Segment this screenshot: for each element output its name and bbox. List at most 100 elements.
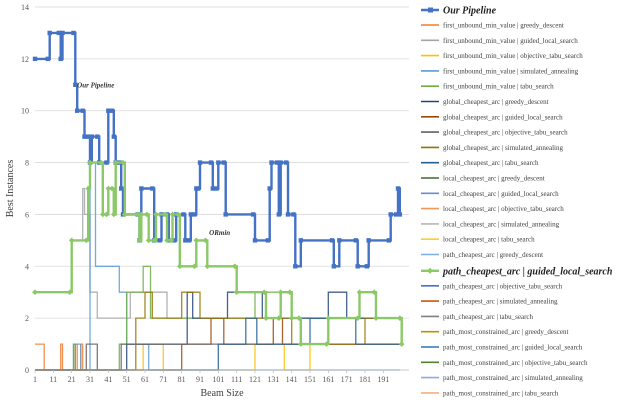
data-point: [267, 186, 272, 191]
data-point: [169, 211, 176, 218]
x-axis-title: Beam Size: [200, 388, 244, 399]
data-point: [195, 186, 201, 191]
data-point: [85, 185, 91, 192]
y-tick-label: 0: [25, 366, 29, 375]
data-point: [298, 238, 304, 243]
x-tick-label: 121: [249, 375, 261, 384]
data-point: [153, 211, 159, 218]
data-point: [398, 341, 405, 347]
annotation-label: ORmin: [209, 229, 230, 237]
legend-entry: global_cheapest_arc | simulated_annealin…: [421, 144, 563, 152]
legend-entry: global_cheapest_arc | guided_local_searc…: [421, 113, 563, 121]
y-tick-label: 4: [25, 262, 29, 271]
data-point: [397, 315, 403, 321]
legend-entry: first_unbound_min_value | tabu_search: [421, 83, 554, 91]
data-point: [112, 159, 119, 166]
data-point: [353, 238, 359, 243]
legend-entry: path_cheapest_arc | guided_local_search: [421, 266, 613, 277]
legend-marker: [428, 7, 433, 13]
highlight-series-layer: [32, 30, 405, 347]
legend-entry: path_cheapest_arc | tabu_search: [421, 313, 534, 321]
data-point: [252, 238, 258, 243]
legend: Our Pipeline first_unbound_min_value | gr…: [421, 6, 613, 397]
annotation-layer: Our Pipeline ORmin: [77, 81, 230, 237]
data-point: [354, 315, 361, 321]
data-point: [109, 185, 115, 192]
legend-entry: path_most_constrained_arc | tabu_search: [421, 389, 559, 397]
legend-entry: path_most_constrained_arc | guided_local…: [421, 344, 583, 352]
data-point: [210, 186, 216, 191]
data-point: [393, 212, 399, 217]
y-tick-label: 8: [25, 159, 29, 168]
x-tick-label: 101: [212, 375, 224, 384]
x-tick-label: 1: [33, 375, 37, 384]
data-point: [192, 212, 197, 217]
data-point: [68, 237, 75, 244]
x-tick-label: 11: [49, 375, 57, 384]
data-point: [83, 237, 90, 244]
data-point: [298, 341, 304, 347]
data-point: [216, 160, 221, 165]
legend-entry: Our Pipeline: [421, 6, 497, 17]
y-tick-label: 14: [21, 3, 29, 12]
legend-entry: first_unbound_min_value | greedy_descent: [421, 22, 564, 30]
legend-entry: global_cheapest_arc | tabu_search: [421, 159, 539, 167]
data-point: [175, 211, 181, 218]
data-point: [325, 315, 332, 321]
legend-entry: path_cheapest_arc | simulated_annealing: [421, 298, 558, 306]
data-point: [276, 212, 282, 217]
data-point: [186, 238, 192, 243]
data-point: [89, 134, 95, 139]
data-point: [293, 264, 298, 269]
data-point: [277, 289, 284, 296]
legend-entry: first_unbound_min_value | guided_local_s…: [421, 37, 578, 45]
legend-label: path_cheapest_arc | tabu_search: [443, 313, 534, 321]
x-tick-label: 21: [68, 375, 76, 384]
legend-label: path_cheapest_arc | greedy_descent: [443, 251, 543, 259]
data-point: [162, 211, 168, 218]
data-point: [145, 237, 152, 244]
data-point: [269, 160, 274, 165]
y-tick-label: 12: [21, 55, 29, 64]
data-point: [232, 263, 238, 270]
data-point: [331, 264, 337, 269]
data-point: [214, 186, 219, 191]
data-point: [288, 315, 295, 321]
data-point: [100, 211, 106, 218]
data-point: [193, 237, 200, 244]
data-point: [80, 108, 85, 113]
x-tick-label: 41: [104, 375, 112, 384]
data-point: [95, 134, 100, 139]
data-point: [274, 160, 280, 165]
data-point: [105, 185, 112, 192]
legend-label: path_most_constrained_arc | tabu_search: [443, 389, 559, 397]
legend-marker: [427, 267, 433, 274]
legend-label: local_cheapest_arc | guided_local_search: [443, 190, 559, 198]
legend-label: first_unbound_min_value | objective_tabu…: [443, 52, 583, 60]
data-point: [395, 186, 401, 191]
data-point: [283, 160, 289, 165]
series-17: [32, 159, 405, 347]
legend-label: path_cheapest_arc | simulated_annealing: [443, 298, 558, 306]
data-point: [373, 315, 379, 321]
data-point: [329, 238, 335, 243]
data-point: [287, 289, 293, 296]
y-axis-title: Best Instances: [5, 160, 16, 218]
data-point: [58, 56, 63, 62]
data-point: [204, 263, 211, 270]
x-tick-label: 181: [359, 375, 371, 384]
data-point: [164, 237, 170, 244]
data-point: [386, 238, 392, 243]
x-tick-label: 191: [377, 375, 389, 384]
x-tick-label: 161: [322, 375, 334, 384]
legend-entry: global_cheapest_arc | greedy_descent: [421, 98, 549, 106]
data-point: [56, 30, 62, 36]
data-point: [85, 134, 91, 139]
data-point: [323, 341, 330, 347]
data-point: [285, 212, 291, 217]
data-point: [177, 263, 183, 270]
data-point: [157, 238, 162, 243]
legend-label: first_unbound_min_value | tabu_search: [443, 83, 554, 91]
